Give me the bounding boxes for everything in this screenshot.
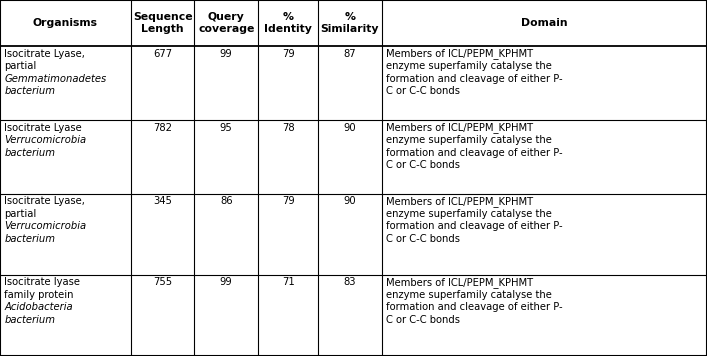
- Text: 345: 345: [153, 197, 172, 206]
- Text: C or C-C bonds: C or C-C bonds: [386, 160, 460, 170]
- Text: bacterium: bacterium: [4, 234, 55, 244]
- Text: enzyme superfamily catalyse the: enzyme superfamily catalyse the: [386, 135, 552, 145]
- Text: formation and cleavage of either P-: formation and cleavage of either P-: [386, 302, 563, 312]
- Text: formation and cleavage of either P-: formation and cleavage of either P-: [386, 74, 563, 84]
- Text: %
Identity: % Identity: [264, 12, 312, 34]
- Text: Verrucomicrobia: Verrucomicrobia: [4, 135, 86, 145]
- Text: 78: 78: [282, 122, 294, 132]
- Text: 90: 90: [344, 197, 356, 206]
- Text: C or C-C bonds: C or C-C bonds: [386, 86, 460, 96]
- Text: Isocitrate Lyase,: Isocitrate Lyase,: [4, 48, 85, 59]
- Text: Members of ICL/PEPM_KPHMT: Members of ICL/PEPM_KPHMT: [386, 122, 533, 134]
- Text: bacterium: bacterium: [4, 86, 55, 96]
- Text: C or C-C bonds: C or C-C bonds: [386, 315, 460, 325]
- Text: 95: 95: [220, 122, 233, 132]
- Text: Members of ICL/PEPM_KPHMT: Members of ICL/PEPM_KPHMT: [386, 48, 533, 59]
- Text: Verrucomicrobia: Verrucomicrobia: [4, 221, 86, 231]
- Text: 99: 99: [220, 48, 233, 59]
- Text: bacterium: bacterium: [4, 315, 55, 325]
- Text: 90: 90: [344, 122, 356, 132]
- Text: bacterium: bacterium: [4, 147, 55, 157]
- Text: enzyme superfamily catalyse the: enzyme superfamily catalyse the: [386, 209, 552, 219]
- Text: %
Similarity: % Similarity: [321, 12, 379, 34]
- Text: formation and cleavage of either P-: formation and cleavage of either P-: [386, 221, 563, 231]
- Text: Sequence
Length: Sequence Length: [133, 12, 192, 34]
- Text: Members of ICL/PEPM_KPHMT: Members of ICL/PEPM_KPHMT: [386, 277, 533, 288]
- Text: partial: partial: [4, 209, 37, 219]
- Text: 755: 755: [153, 277, 173, 287]
- Text: Isocitrate lyase: Isocitrate lyase: [4, 277, 80, 287]
- Text: family protein: family protein: [4, 290, 74, 300]
- Text: 782: 782: [153, 122, 172, 132]
- Text: Query
coverage: Query coverage: [198, 12, 255, 34]
- Text: 83: 83: [344, 277, 356, 287]
- Text: 99: 99: [220, 277, 233, 287]
- Text: 87: 87: [344, 48, 356, 59]
- Text: Isocitrate Lyase,: Isocitrate Lyase,: [4, 197, 85, 206]
- Text: 86: 86: [220, 197, 233, 206]
- Text: enzyme superfamily catalyse the: enzyme superfamily catalyse the: [386, 61, 552, 71]
- Text: Isocitrate Lyase: Isocitrate Lyase: [4, 122, 82, 132]
- Text: Acidobacteria: Acidobacteria: [4, 302, 73, 312]
- Text: Organisms: Organisms: [33, 18, 98, 28]
- Text: Domain: Domain: [521, 18, 568, 28]
- Text: Members of ICL/PEPM_KPHMT: Members of ICL/PEPM_KPHMT: [386, 197, 533, 208]
- Text: 677: 677: [153, 48, 173, 59]
- Text: formation and cleavage of either P-: formation and cleavage of either P-: [386, 147, 563, 157]
- Text: partial: partial: [4, 61, 37, 71]
- Text: enzyme superfamily catalyse the: enzyme superfamily catalyse the: [386, 290, 552, 300]
- Text: C or C-C bonds: C or C-C bonds: [386, 234, 460, 244]
- Text: 71: 71: [281, 277, 295, 287]
- Text: Gemmatimonadetes: Gemmatimonadetes: [4, 74, 107, 84]
- Text: 79: 79: [281, 48, 295, 59]
- Text: 79: 79: [281, 197, 295, 206]
